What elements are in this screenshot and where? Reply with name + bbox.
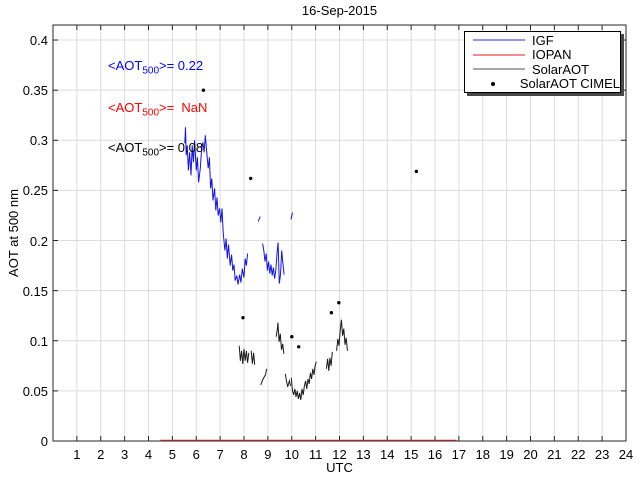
x-tick-label: 22 bbox=[571, 447, 586, 462]
legend-line-sample bbox=[473, 53, 525, 56]
series-line-solaraot bbox=[275, 322, 285, 354]
annotation-solar-mean: <AOT500>= 0.08 bbox=[108, 140, 204, 159]
x-tick-label: 21 bbox=[547, 447, 562, 462]
series-point-solaraot-cimel bbox=[201, 88, 206, 92]
x-tick-label: 24 bbox=[618, 447, 634, 462]
x-tick-label: 8 bbox=[240, 447, 248, 462]
x-tick-label: 6 bbox=[192, 447, 200, 462]
y-tick-label: 0 bbox=[40, 434, 48, 449]
x-tick-label: 3 bbox=[121, 447, 129, 462]
x-tick-label: 4 bbox=[144, 447, 153, 462]
x-tick-label: 20 bbox=[523, 447, 538, 462]
series-line-solaraot bbox=[290, 361, 317, 400]
x-tick-label: 10 bbox=[284, 447, 299, 462]
series-line-solaraot bbox=[250, 350, 256, 365]
chart-title: 16-Sep-2015 bbox=[301, 3, 378, 18]
dot-marker-icon bbox=[490, 81, 495, 86]
series-point-solaraot-cimel bbox=[337, 301, 341, 305]
series-point-solaraot-cimel bbox=[249, 176, 253, 181]
series-line-solaraot bbox=[336, 319, 348, 351]
x-tick-label: 2 bbox=[97, 447, 105, 462]
series-point-solaraot-cimel bbox=[329, 311, 334, 315]
x-tick-label: 5 bbox=[168, 447, 176, 462]
series-line-igf bbox=[184, 127, 249, 285]
series-line-igf bbox=[262, 242, 285, 284]
series-point-solaraot-cimel bbox=[414, 169, 419, 174]
x-tick-label: 9 bbox=[264, 447, 272, 462]
legend: IGF IOPAN SolarAOT SolarAOT CIMEL bbox=[464, 31, 621, 93]
series-line-solaraot bbox=[325, 351, 333, 371]
y-tick-label: 0.15 bbox=[22, 283, 48, 299]
y-tick-label: 0.35 bbox=[22, 83, 48, 99]
legend-item-label: SolarAOT CIMEL bbox=[519, 76, 620, 92]
x-tick-label: 7 bbox=[216, 447, 224, 462]
x-tick-label: 14 bbox=[380, 447, 395, 462]
series-point-solaraot-cimel bbox=[241, 316, 245, 320]
y-tick-label: 0.2 bbox=[29, 233, 48, 249]
series-point-solaraot-cimel bbox=[290, 335, 294, 339]
annotation-iopan-mean: <AOT500>= NaN bbox=[108, 100, 208, 119]
legend-marker-sample bbox=[473, 81, 513, 86]
legend-item: IGF bbox=[465, 32, 620, 48]
legend-item: SolarAOT bbox=[465, 61, 620, 77]
x-tick-label: 12 bbox=[332, 447, 347, 462]
legend-line-sample bbox=[473, 39, 525, 42]
x-tick-label: 18 bbox=[475, 447, 490, 462]
x-tick-label: 15 bbox=[403, 447, 419, 462]
legend-item: SolarAOT CIMEL bbox=[465, 76, 620, 92]
series-line-igf bbox=[290, 212, 293, 220]
x-tick-label: 11 bbox=[308, 447, 323, 462]
legend-item-label: SolarAOT bbox=[532, 61, 590, 77]
line-sample-icon bbox=[473, 53, 525, 56]
x-tick-label: 16 bbox=[427, 447, 443, 462]
annotation-igf-mean: <AOT500>= 0.22 bbox=[108, 58, 204, 77]
series-line-solaraot bbox=[284, 373, 292, 388]
x-tick-label: 19 bbox=[499, 447, 514, 462]
legend-item: IOPAN bbox=[465, 47, 620, 63]
series-line-igf bbox=[257, 216, 261, 222]
x-tick-label: 23 bbox=[594, 447, 610, 462]
line-sample-icon bbox=[473, 39, 525, 42]
legend-line-sample bbox=[473, 68, 525, 71]
y-tick-label: 0.25 bbox=[22, 183, 48, 199]
x-tick-label: 1 bbox=[73, 447, 81, 462]
y-tick-label: 0.05 bbox=[22, 383, 48, 399]
legend-item-label: IOPAN bbox=[532, 47, 572, 63]
series-point-solaraot-cimel bbox=[297, 345, 301, 349]
legend-item-label: IGF bbox=[532, 32, 554, 48]
series-line-solaraot bbox=[260, 368, 268, 386]
line-sample-icon bbox=[473, 68, 525, 71]
y-tick-label: 0.1 bbox=[29, 333, 48, 349]
x-axis-label: UTC bbox=[326, 460, 353, 475]
x-tick-label: 17 bbox=[451, 447, 467, 462]
x-tick-label: 13 bbox=[356, 447, 371, 462]
series-line-solaraot bbox=[238, 345, 250, 364]
y-tick-label: 0.3 bbox=[29, 133, 48, 149]
y-tick-label: 0.4 bbox=[29, 33, 48, 49]
